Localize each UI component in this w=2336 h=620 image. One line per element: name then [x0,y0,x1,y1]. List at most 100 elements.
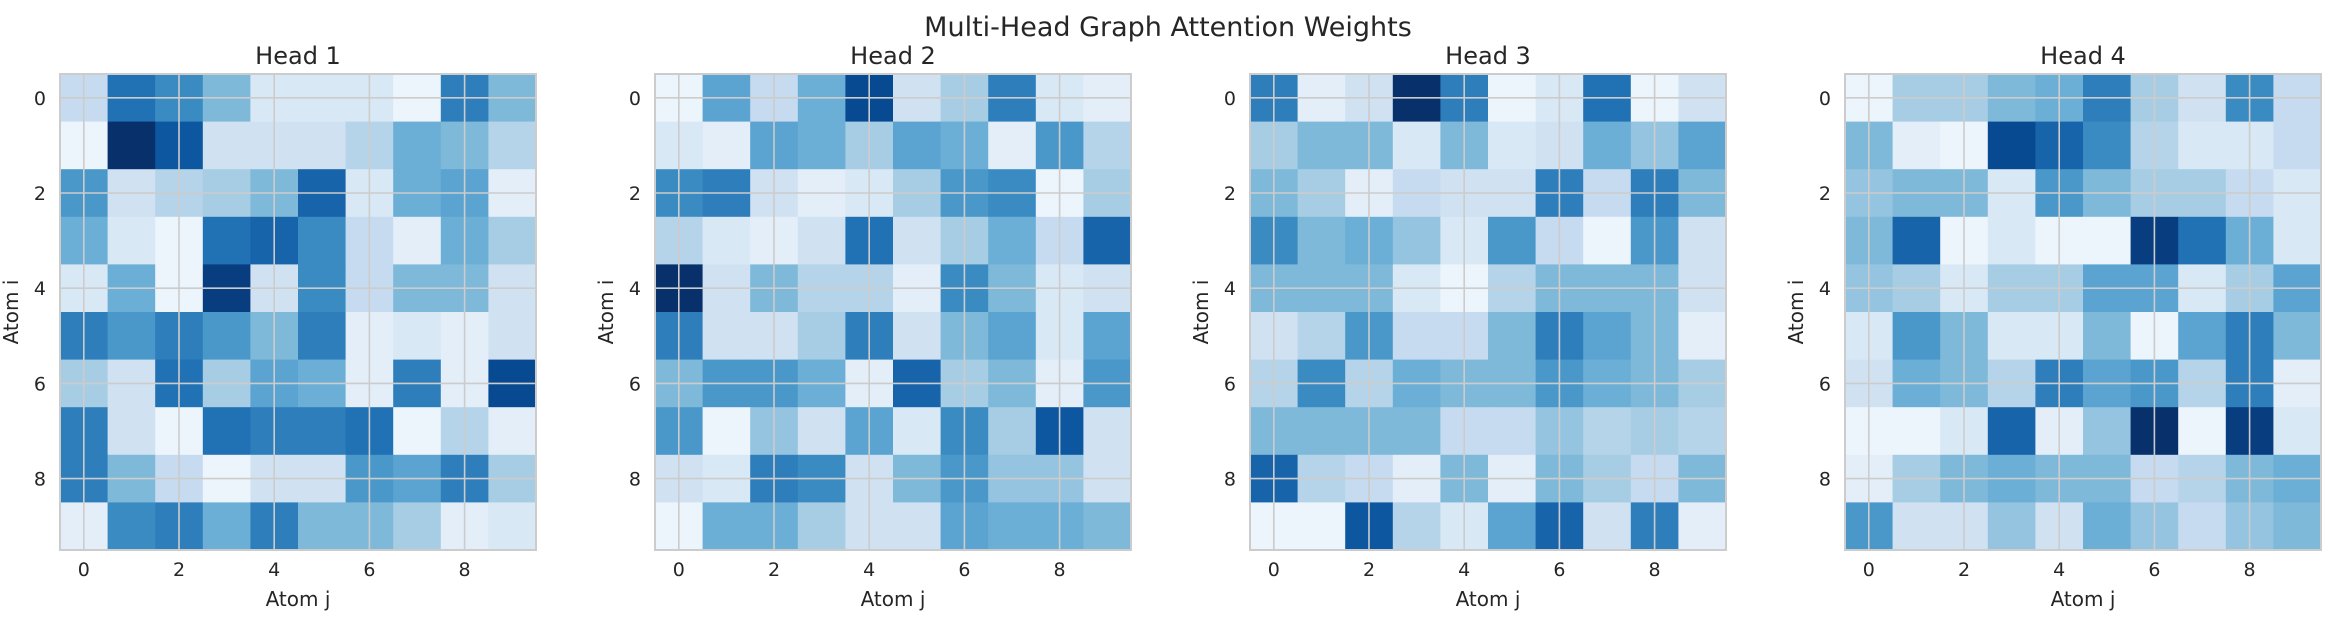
heatmap-cell [1583,121,1632,170]
heatmap-cell [2273,216,2322,265]
heatmap-cell [107,216,156,265]
y-tick-label: 2 [1819,183,1831,205]
x-tick-label: 6 [2148,559,2160,581]
heatmap-cell [702,407,751,456]
heatmap-cell [2178,407,2227,456]
x-tick-label: 4 [2053,559,2065,581]
y-tick-label: 0 [629,88,641,110]
y-tick-label: 8 [629,469,641,491]
x-tick-label: 0 [78,559,90,581]
heatmap-cell [1892,312,1941,361]
axes-frame [654,73,1132,551]
x-axis-label: Atom j [1456,587,1521,611]
heatmap-cell [393,312,442,361]
panel-title: Head 4 [2040,42,2126,70]
heatmap-cell [393,216,442,265]
y-tick-label: 4 [34,278,46,300]
heatmap-cell [893,312,942,361]
x-axis-label: Atom j [861,587,926,611]
heatmap-cell [298,121,347,170]
x-tick-label: 0 [1268,559,1280,581]
y-tick-label: 6 [629,373,641,395]
x-tick-label: 2 [173,559,185,581]
heatmap-cell [893,216,942,265]
heatmap-cell [1583,502,1632,551]
heatmap-cell [298,312,347,361]
y-tick-label: 6 [1819,373,1831,395]
heatmap-cell [488,407,537,456]
heatmap-panels: Head 1 0 2 4 6 8 0 2 4 6 8 Atom j Atom i Head 2 0 2 4 6 8 0… [0,42,2322,611]
heatmap-cell [1987,216,2036,265]
heatmap-cell [1583,312,1632,361]
heatmap-cell [298,407,347,456]
figure-title: Multi-Head Graph Attention Weights [924,12,1412,43]
heatmap-cell [893,407,942,456]
heatmap-cell [702,502,751,551]
heatmap-cell [1583,216,1632,265]
heatmap-cell [1987,502,2036,551]
axes-frame [1844,73,2322,551]
x-axis-label: Atom j [266,587,331,611]
heatmap-cell [797,502,846,551]
heatmap-cell [1678,502,1727,551]
heatmap-cell [2273,502,2322,551]
heatmap-cell [893,502,942,551]
heatmap-cell [1892,502,1941,551]
heatmap-cell [2178,312,2227,361]
heatmap-cell [1987,407,2036,456]
y-tick-label: 8 [1224,469,1236,491]
heatmap-cell [1892,216,1941,265]
heatmap-cell [1392,216,1441,265]
heatmap-cell [1297,407,1346,456]
heatmap-cell [202,502,251,551]
y-tick-label: 2 [34,183,46,205]
heatmap-cell [1297,121,1346,170]
heatmap-cell [797,407,846,456]
heatmap-cell [2083,502,2132,551]
heatmap-cell [2083,121,2132,170]
heatmap-cell [1987,121,2036,170]
y-tick-label: 4 [1819,278,1831,300]
heatmap-cell [1297,312,1346,361]
heatmap-cell [488,121,537,170]
heatmap-cell [1083,312,1132,361]
x-tick-label: 8 [459,559,471,581]
x-tick-label: 6 [958,559,970,581]
heatmap-cell [202,312,251,361]
heatmap-cell [1583,407,1632,456]
x-tick-label: 4 [268,559,280,581]
heatmap-cell [2083,312,2132,361]
heatmap-cell [202,121,251,170]
heatmap-cell [1892,121,1941,170]
heatmap-cell [1892,407,1941,456]
x-tick-label: 0 [1863,559,1875,581]
heatmap-cell [1083,502,1132,551]
heatmap-cell [1083,121,1132,170]
heatmap-cell [1297,216,1346,265]
panel-title: Head 1 [255,42,341,70]
y-tick-label: 4 [629,278,641,300]
heatmap-cell [702,121,751,170]
axes-frame [1249,73,1727,551]
heatmap-cell [702,312,751,361]
heatmap-cell [1392,312,1441,361]
heatmap-cell [1392,407,1441,456]
heatmap-cell [1297,502,1346,551]
heatmap-panel-4: Head 4 0 2 4 6 8 0 2 4 6 8 Atom j Atom i [1784,42,2322,611]
heatmap-cell [1488,121,1537,170]
heatmap-cell [2083,216,2132,265]
y-tick-label: 0 [1819,88,1831,110]
heatmap-cell [2083,407,2132,456]
heatmap-cell [393,121,442,170]
x-tick-label: 2 [1363,559,1375,581]
heatmap-cell [107,502,156,551]
heatmap-cell [2273,121,2322,170]
heatmap-cell [988,216,1037,265]
x-axis-label: Atom j [2051,587,2116,611]
heatmap-cell [1488,502,1537,551]
heatmap-cell [488,312,537,361]
heatmap-cell [1488,216,1537,265]
heatmap-cell [988,121,1037,170]
heatmap-cell [2178,121,2227,170]
y-axis-label: Atom i [0,280,23,345]
